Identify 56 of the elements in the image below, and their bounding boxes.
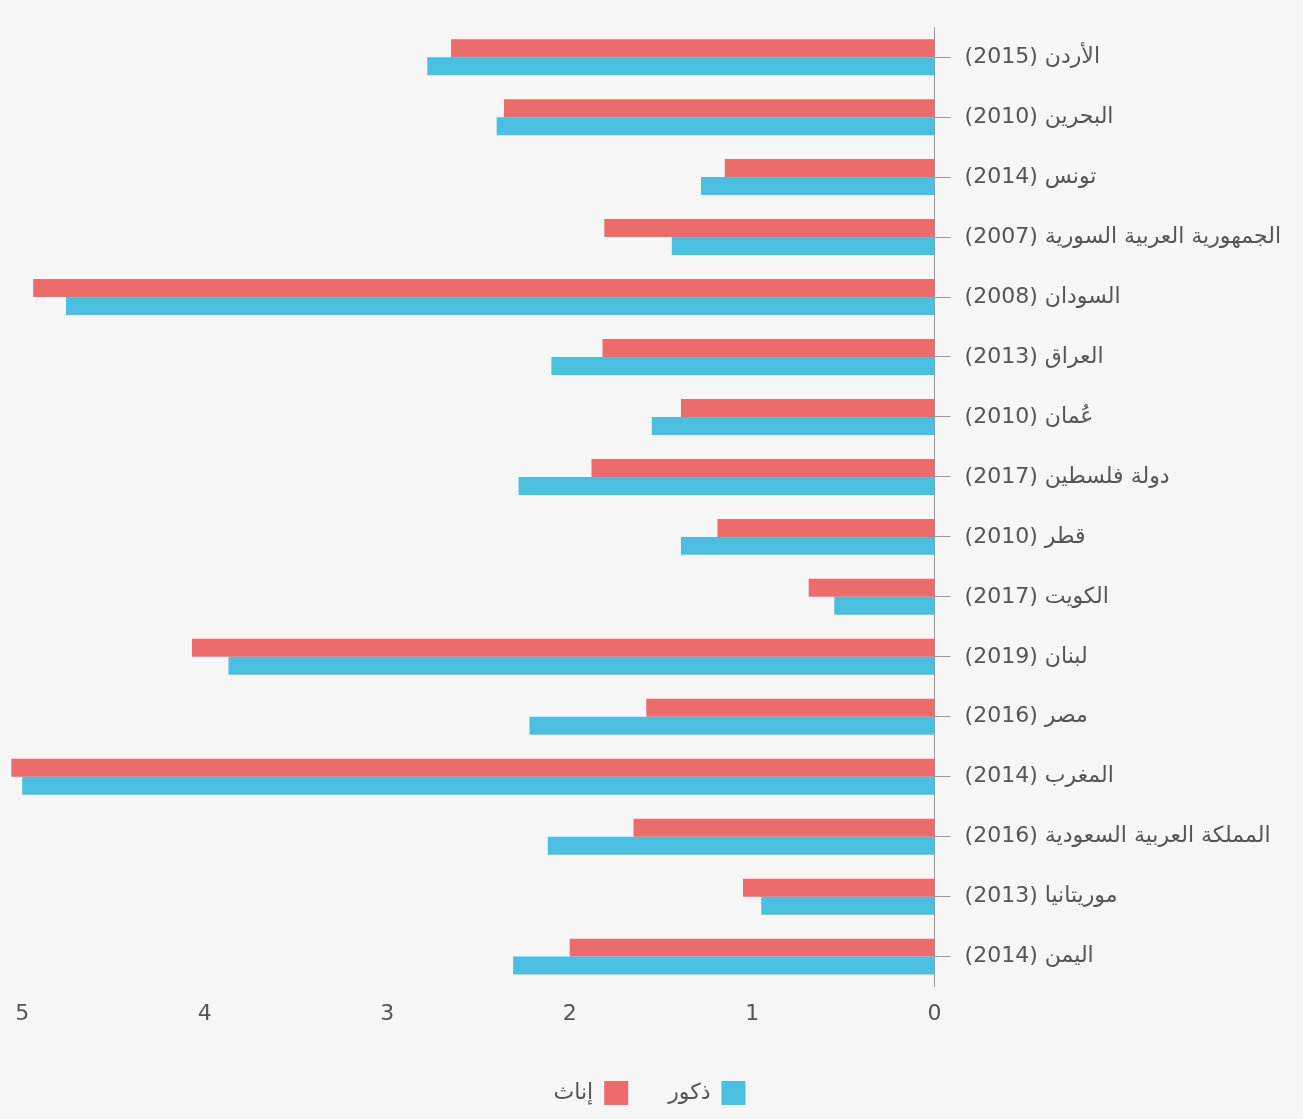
bar xyxy=(427,57,935,76)
y-tick-label: قطر (2010) xyxy=(964,522,1086,548)
bar xyxy=(646,698,935,717)
bar xyxy=(604,219,935,238)
y-tick-label: دولة فلسطين (2017) xyxy=(964,462,1170,488)
bar xyxy=(529,716,935,735)
bar xyxy=(228,656,935,675)
bar xyxy=(680,398,935,417)
bar xyxy=(11,758,935,777)
bar xyxy=(761,896,935,915)
y-tick-label: موريتانيا (2013) xyxy=(964,882,1118,908)
x-tick-label: 4 xyxy=(197,999,212,1025)
y-tick-label: لبنان (2019) xyxy=(964,642,1088,668)
bar xyxy=(701,177,935,196)
bar xyxy=(191,638,935,657)
y-tick-label: تونس (2014) xyxy=(964,162,1097,189)
bar xyxy=(602,339,935,357)
bar xyxy=(33,279,935,298)
x-tick-label: 3 xyxy=(380,999,395,1025)
legend-label: إناث xyxy=(553,1078,594,1105)
bar xyxy=(651,416,935,435)
y-tick-label: العراق (2013) xyxy=(964,342,1104,368)
bar xyxy=(547,836,935,855)
y-tick-label: اليمن (2014) xyxy=(964,942,1094,968)
bar xyxy=(518,476,935,495)
legend-label: ذكور xyxy=(667,1078,711,1104)
y-tick-label: مصر (2016) xyxy=(964,702,1088,728)
bar xyxy=(671,237,935,256)
bar xyxy=(496,117,935,136)
x-tick-label: 0 xyxy=(927,999,942,1025)
y-tick-label: السودان (2008) xyxy=(964,282,1121,308)
y-tick-label: الجمهورية العربية السورية (2007) xyxy=(964,222,1282,248)
bar xyxy=(551,356,935,375)
x-tick-label: 1 xyxy=(745,999,760,1025)
bar xyxy=(717,518,935,537)
x-tick-label: 2 xyxy=(562,999,577,1025)
y-tick-label: الكويت (2017) xyxy=(964,582,1109,608)
x-tick-label: 5 xyxy=(15,999,30,1025)
bar xyxy=(743,878,935,897)
y-tick-label: المغرب (2014) xyxy=(964,762,1114,788)
bar xyxy=(633,818,935,837)
bar xyxy=(569,938,935,957)
bar xyxy=(724,159,935,178)
bar xyxy=(22,776,935,795)
y-tick-label: عُمان (2010) xyxy=(964,402,1094,428)
bar xyxy=(808,578,935,597)
bar xyxy=(591,458,935,477)
bar xyxy=(451,39,935,58)
bar xyxy=(503,99,935,118)
bar xyxy=(834,596,935,615)
y-tick-label: المملكة العربية السعودية (2016) xyxy=(964,822,1271,848)
y-tick-label: الأردن (2015) xyxy=(964,41,1101,68)
y-tick-label: البحرين (2010) xyxy=(964,102,1114,128)
bar xyxy=(680,536,935,555)
bar xyxy=(66,297,935,316)
bar xyxy=(513,956,935,975)
